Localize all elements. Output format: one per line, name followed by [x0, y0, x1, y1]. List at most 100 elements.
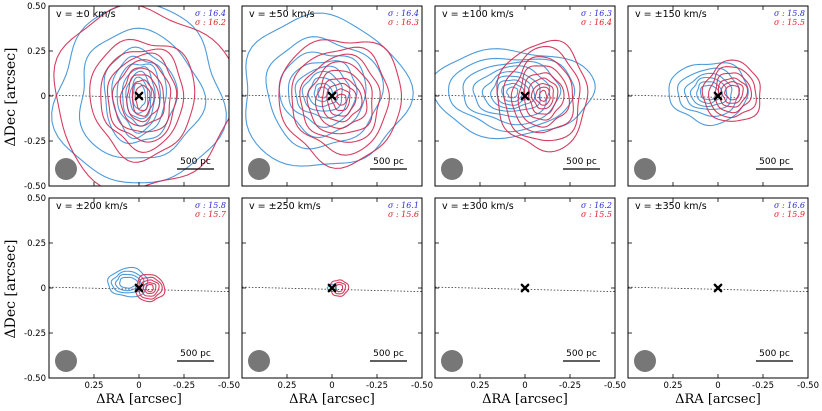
blue-contour: [301, 70, 343, 112]
x-tick-label: -0.50: [797, 381, 819, 391]
scale-bar-label: 500 pc: [759, 157, 790, 167]
x-axis-label: ΔRA [arcsec]: [482, 392, 568, 407]
sigma-blue-label: σ : 15.8: [195, 201, 226, 210]
blue-contour: [676, 67, 741, 117]
red-contour: [134, 84, 151, 112]
panel-8: 500 pc 0.25 0 -0.25 -0.50 ΔRA [arcsec] v = ±35…: [627, 197, 819, 407]
blue-contour: [462, 60, 562, 126]
center-marker: [327, 91, 337, 101]
velocity-label: v = ±250 km/s: [249, 201, 321, 212]
y-tick-label: -0.50: [24, 374, 46, 384]
panel-plot-area: [49, 266, 229, 372]
center-marker: [134, 91, 144, 101]
red-contour: [145, 283, 154, 293]
blue-contour: [501, 82, 525, 103]
beam-ellipse: [55, 350, 77, 372]
red-contour: [502, 45, 581, 142]
scale-bar-label: 500 pc: [180, 349, 211, 359]
red-contour: [530, 83, 554, 110]
blue-contour: [668, 62, 749, 127]
beam-ellipse: [634, 158, 656, 180]
sigma-red-label: σ : 15.6: [388, 210, 419, 219]
velocity-label: v = ±100 km/s: [442, 9, 514, 20]
red-contour: [140, 279, 160, 297]
velocity-label: v = ±0 km/s: [56, 9, 116, 20]
x-tick-label: -0.50: [411, 381, 433, 391]
y-tick-label: -0.50: [24, 182, 46, 192]
beam-ellipse: [441, 350, 463, 372]
scale-bar-label: 500 pc: [566, 157, 597, 167]
blue-contour: [696, 81, 723, 104]
scale-bar-label: 500 pc: [373, 157, 404, 167]
x-tick-label: 0.25: [278, 381, 297, 391]
panel-6: 500 pc 0.25 0 -0.25 -0.50 ΔRA [arcsec] v = ±25…: [241, 197, 433, 407]
red-contour: [321, 77, 363, 123]
blue-contour: [78, 27, 207, 159]
blue-contour: [506, 86, 519, 99]
x-tick-label: 0: [329, 381, 334, 391]
panel-plot-area: [49, 6, 229, 186]
x-tick-label: -0.25: [559, 381, 581, 391]
x-axis-label: ΔRA [arcsec]: [289, 392, 375, 407]
center-marker: [713, 91, 723, 101]
blue-contour: [121, 66, 156, 127]
x-tick-label: -0.25: [752, 381, 774, 391]
panel-grid: 500 pc 0.50 0.25 0 -0.25 -0.50 v = ±0 km/s σ : …: [24, 2, 819, 407]
blue-contour: [245, 12, 414, 167]
scale-bar-label: 500 pc: [373, 349, 404, 359]
panel-2: 500 pc v = ±50 km/s σ : 16.4σ : 16.3: [241, 5, 423, 187]
blue-contour: [435, 48, 596, 140]
center-marker: [134, 283, 144, 293]
x-tick-label: 0.25: [471, 381, 490, 391]
x-tick-label: -0.25: [173, 381, 195, 391]
red-contour: [538, 89, 548, 102]
y-tick-label: 0.50: [27, 194, 46, 204]
sigma-blue-label: σ : 16.4: [388, 9, 419, 18]
x-tick-label: 0: [136, 381, 141, 391]
panel-plot-area: [435, 39, 615, 180]
y-tick-label: -0.25: [24, 137, 46, 147]
x-axis-label: ΔRA [arcsec]: [96, 392, 182, 407]
panel-plot-area: [242, 279, 422, 372]
panel-4: 500 pc v = ±150 km/s σ : 15.8σ : 15.5: [627, 5, 809, 187]
red-contour: [314, 69, 368, 129]
center-marker: [713, 283, 723, 293]
blue-contour: [129, 76, 149, 114]
red-contour: [53, 6, 229, 186]
blue-contour: [114, 273, 142, 292]
blue-contour: [116, 63, 161, 134]
y-tick-label: 0.25: [27, 47, 46, 57]
panel-7: 500 pc 0.25 0 -0.25 -0.50 ΔRA [arcsec] v = ±30…: [434, 197, 626, 407]
beam-ellipse: [248, 158, 270, 180]
velocity-label: v = ±300 km/s: [442, 201, 514, 212]
sigma-blue-label: σ : 16.2: [581, 201, 612, 210]
x-tick-label: 0: [522, 381, 527, 391]
y-axis-label-bottom: ΔDec [arcsec]: [3, 239, 19, 338]
scale-bar-label: 500 pc: [759, 349, 790, 359]
sigma-blue-label: σ : 15.8: [774, 9, 805, 18]
beam-ellipse: [55, 158, 77, 180]
scale-bar-label: 500 pc: [180, 157, 211, 167]
sigma-red-label: σ : 15.7: [195, 210, 227, 219]
sigma-blue-label: σ : 16.6: [774, 201, 805, 210]
x-axis-label: ΔRA [arcsec]: [675, 392, 761, 407]
panel-3: 500 pc v = ±100 km/s σ : 16.3σ : 16.4: [434, 5, 616, 187]
red-contour: [517, 65, 570, 128]
red-contour: [100, 48, 185, 153]
y-tick-label: 0: [41, 92, 46, 102]
sigma-red-label: σ : 15.5: [774, 18, 805, 27]
velocity-label: v = ±350 km/s: [635, 201, 707, 212]
panel-plot-area: [435, 283, 615, 372]
blue-contour: [103, 46, 179, 145]
red-contour: [119, 67, 165, 127]
scale-bar-label: 500 pc: [566, 349, 597, 359]
blue-contour: [107, 266, 149, 298]
red-contour: [106, 52, 178, 143]
red-contour: [326, 82, 357, 117]
velocity-label: v = ±50 km/s: [249, 9, 315, 20]
y-tick-label: 0.50: [27, 2, 46, 12]
blue-contour: [119, 276, 139, 289]
red-contour: [131, 79, 155, 117]
red-contour: [278, 39, 403, 169]
